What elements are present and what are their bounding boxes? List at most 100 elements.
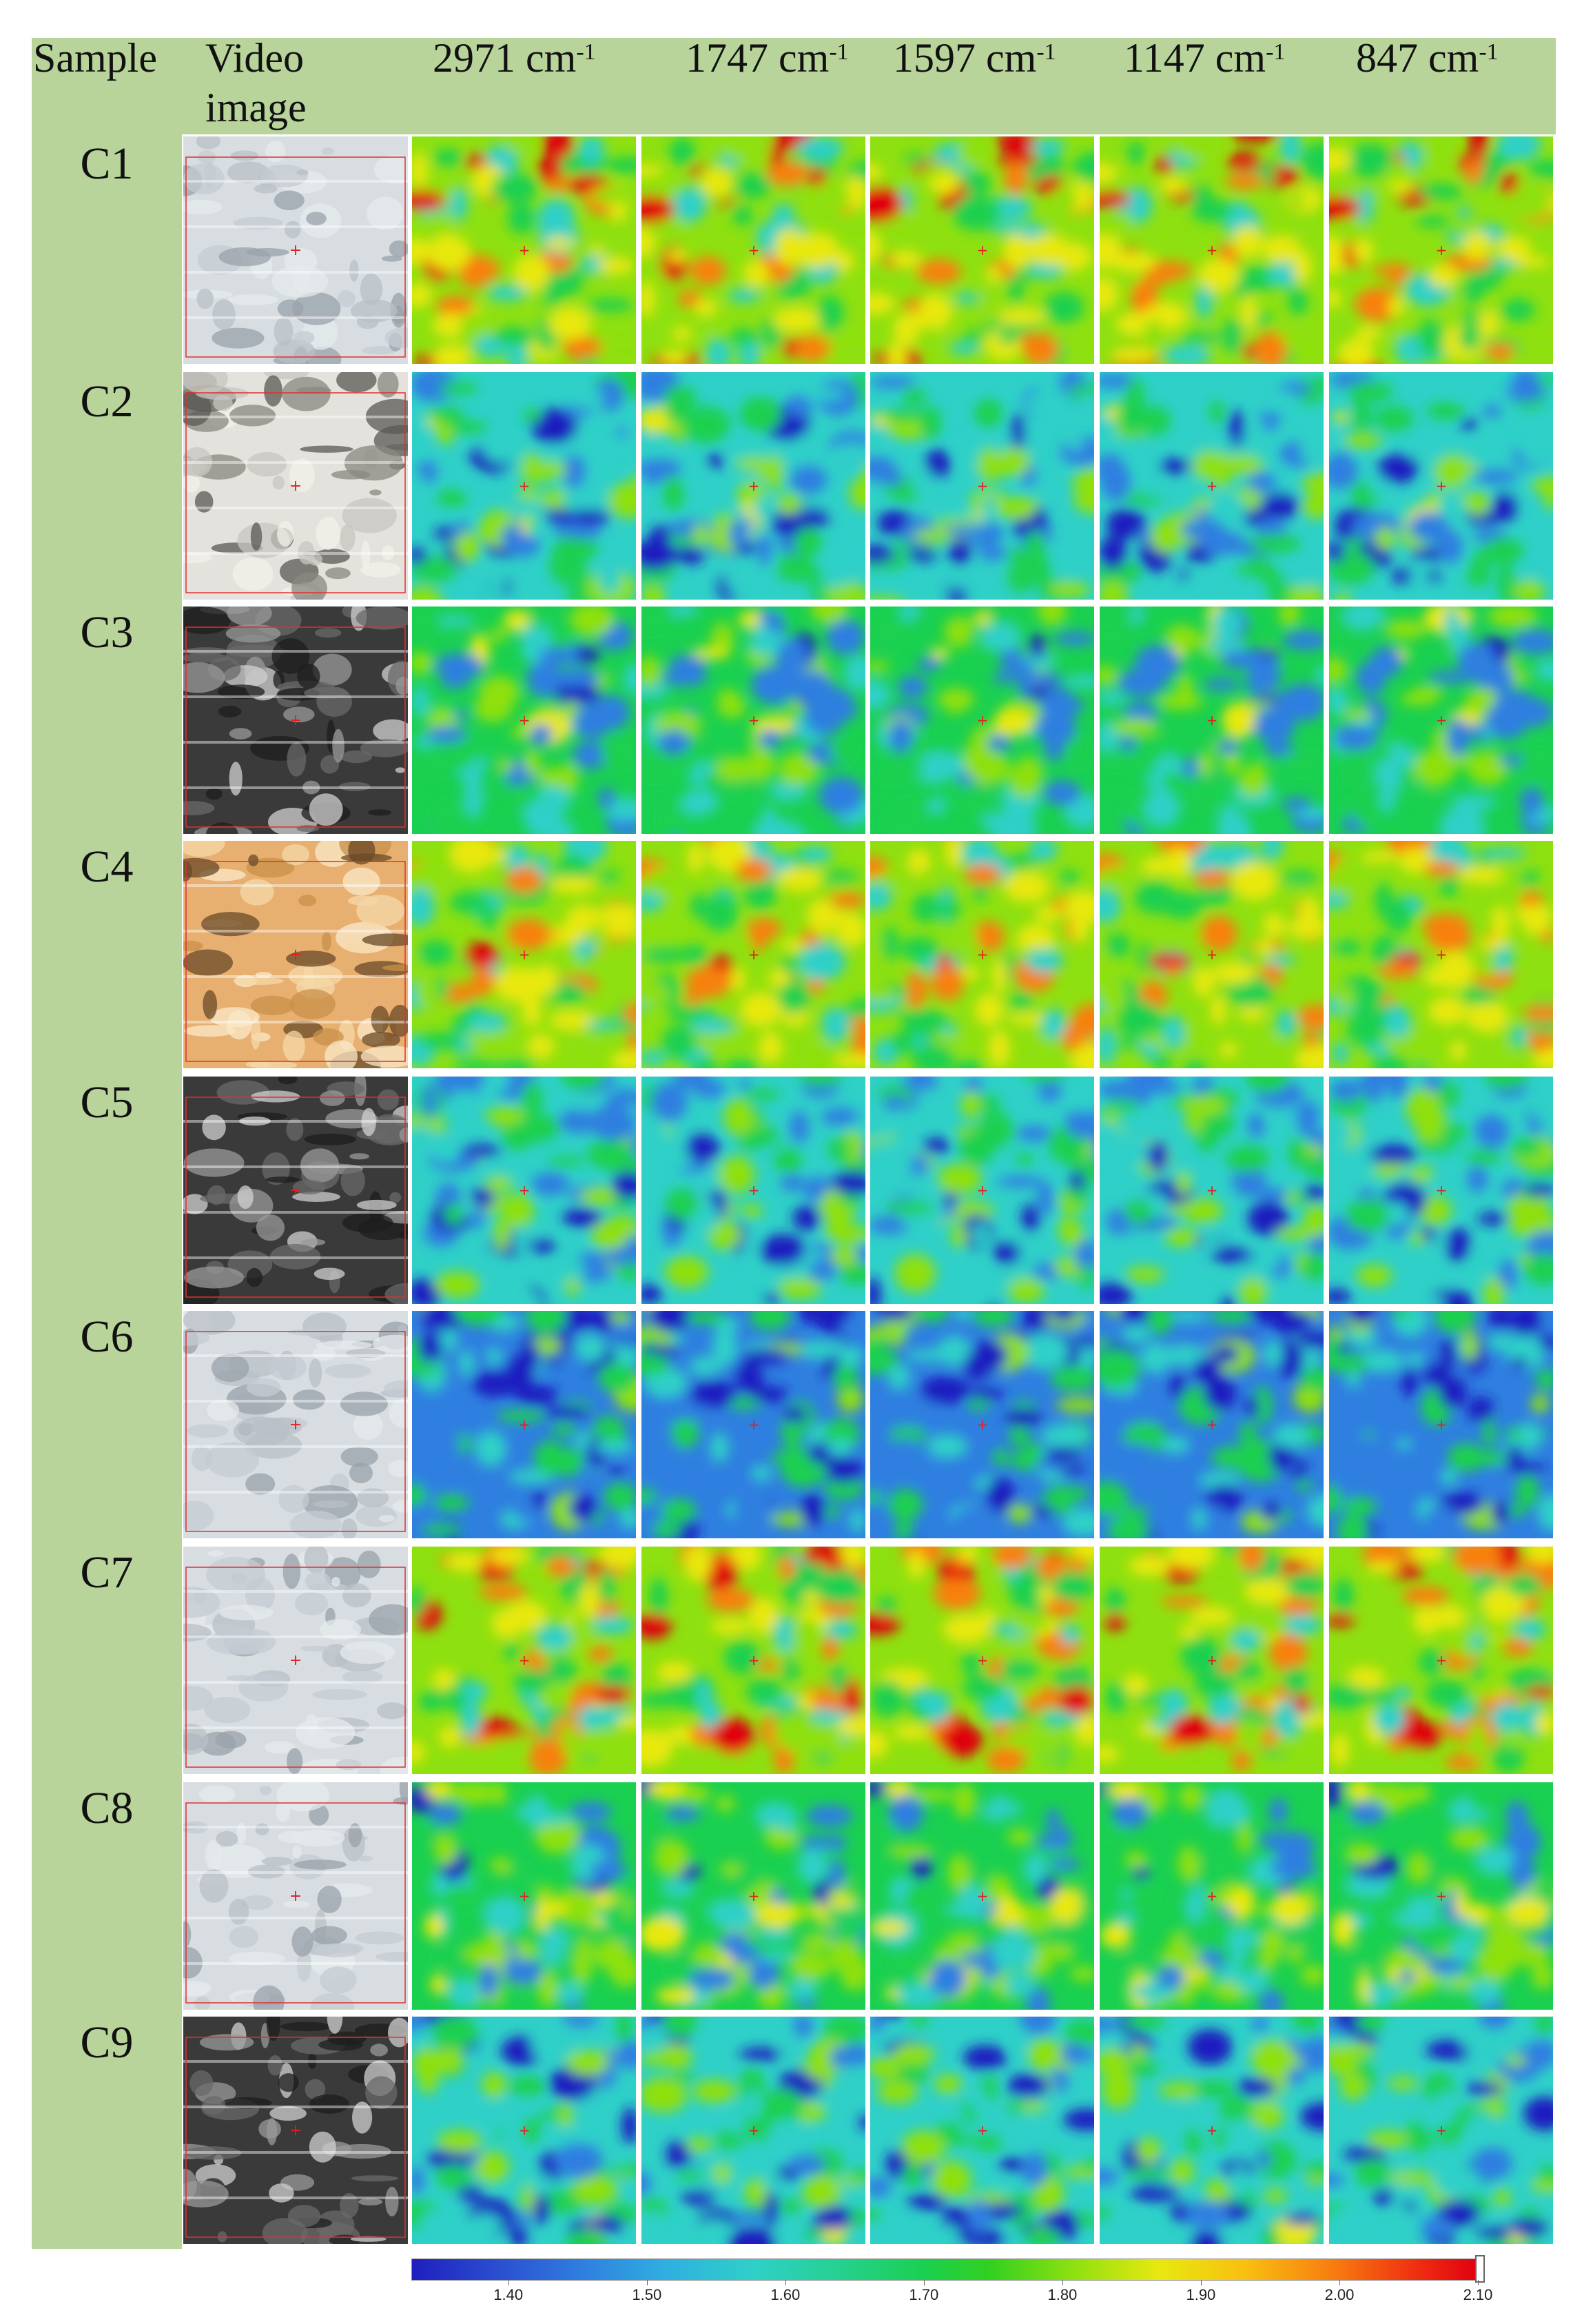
chemical-map-c1-1147: + — [1100, 136, 1324, 364]
svg-text:+: + — [519, 1888, 531, 1904]
chemical-map-c6-1747: + — [641, 1311, 865, 1538]
wavenumber-value: 1597 — [893, 35, 986, 81]
wavenumber-value: 847 — [1356, 35, 1428, 81]
sample-label-c9: C9 — [80, 2017, 134, 2068]
chemical-map-c9-1597: + — [870, 2017, 1094, 2244]
svg-text:+: + — [289, 1888, 302, 1905]
chemical-map-c6-2971: + — [412, 1311, 636, 1538]
colorbar-tick-mark — [923, 2280, 925, 2285]
chemical-map-c8-1747: + — [641, 1782, 865, 2010]
colorbar-gradient — [412, 2259, 1479, 2280]
chemical-map-c8-2971: + — [412, 1782, 636, 2010]
chemical-map-c4-847: + — [1329, 841, 1553, 1068]
svg-text:+: + — [1436, 1416, 1448, 1433]
svg-text:+: + — [289, 1182, 302, 1199]
chemical-map-c6-1597: + — [870, 1311, 1094, 1538]
colorbar-tick-label: 1.40 — [493, 2286, 524, 2303]
svg-text:+: + — [289, 712, 302, 729]
svg-text:+: + — [977, 946, 989, 963]
chemical-map-c2-847: + — [1329, 372, 1553, 600]
colorbar-slider-handle[interactable] — [1475, 2255, 1485, 2283]
colorbar-tick-label: 1.60 — [770, 2286, 801, 2303]
svg-text:+: + — [977, 1888, 989, 1904]
wavenumber-value: 2971 — [433, 35, 526, 81]
chemical-map-c2-1147: + — [1100, 372, 1324, 600]
svg-text:+: + — [748, 946, 760, 963]
svg-text:+: + — [977, 478, 989, 494]
svg-text:+: + — [977, 1182, 989, 1199]
wavenumber-unit-exponent: -1 — [1036, 39, 1056, 65]
sample-label-c5: C5 — [80, 1077, 134, 1128]
video-image-c2: + — [183, 372, 408, 600]
chemical-map-c7-1147: + — [1100, 1547, 1324, 1774]
video-image-c3: + — [183, 607, 408, 834]
chemical-map-c3-847: + — [1329, 607, 1553, 834]
sample-label-c8: C8 — [80, 1783, 134, 1833]
chemical-map-c9-847: + — [1329, 2017, 1553, 2244]
header-video-line1: Video — [205, 35, 305, 81]
chemical-map-c3-2971: + — [412, 607, 636, 834]
svg-text:+: + — [519, 946, 531, 963]
svg-text:+: + — [748, 478, 760, 494]
sample-label-c6: C6 — [80, 1312, 134, 1362]
header-wavenumber-1597: 1597 cm-1 — [893, 36, 1056, 80]
svg-text:+: + — [519, 1416, 531, 1433]
chemical-map-c2-1747: + — [641, 372, 865, 600]
svg-text:+: + — [519, 1652, 531, 1669]
header-wavenumber-1747: 1747 cm-1 — [686, 36, 849, 80]
colorbar-tick-mark — [1200, 2280, 1202, 2285]
svg-text:+: + — [1206, 946, 1218, 963]
wavenumber-unit-exponent: -1 — [1479, 39, 1499, 65]
header-wavenumber-847: 847 cm-1 — [1356, 36, 1499, 80]
svg-text:+: + — [748, 2122, 760, 2139]
chemical-map-c7-1747: + — [641, 1547, 865, 1774]
svg-text:+: + — [1436, 478, 1448, 494]
svg-text:+: + — [1206, 1888, 1218, 1904]
chemical-map-c9-1147: + — [1100, 2017, 1324, 2244]
sample-label-c3: C3 — [80, 607, 134, 658]
svg-text:+: + — [519, 712, 531, 728]
chemical-map-c5-1747: + — [641, 1077, 865, 1304]
chemical-map-c6-847: + — [1329, 1311, 1553, 1538]
colorbar-tick-label: 1.50 — [632, 2286, 662, 2303]
chemical-map-c1-2971: + — [412, 136, 636, 364]
chemical-map-c1-1747: + — [641, 136, 865, 364]
sample-label-c4: C4 — [80, 842, 134, 892]
chemical-map-c5-847: + — [1329, 1077, 1553, 1304]
chemical-map-c5-2971: + — [412, 1077, 636, 1304]
header-wavenumber-1147: 1147 cm-1 — [1124, 36, 1285, 80]
wavenumber-unit-exponent: -1 — [576, 39, 596, 65]
chemical-map-c7-2971: + — [412, 1547, 636, 1774]
svg-text:+: + — [1436, 1182, 1448, 1199]
wavenumber-unit: cm — [779, 35, 830, 81]
colorbar-tick-mark — [1339, 2280, 1340, 2285]
wavenumber-unit: cm — [986, 35, 1037, 81]
wavenumber-unit: cm — [526, 35, 577, 81]
video-image-c5: + — [183, 1077, 408, 1304]
chemical-map-c5-1597: + — [870, 1077, 1094, 1304]
svg-text:+: + — [1206, 712, 1218, 728]
svg-text:+: + — [977, 2122, 989, 2139]
svg-text:+: + — [289, 2122, 302, 2139]
svg-text:+: + — [519, 1182, 531, 1199]
chemical-map-c5-1147: + — [1100, 1077, 1324, 1304]
header-video-line2: image — [205, 85, 307, 130]
svg-text:+: + — [748, 242, 760, 258]
svg-text:+: + — [1436, 1888, 1448, 1904]
chemical-map-c8-1597: + — [870, 1782, 1094, 2010]
wavenumber-unit: cm — [1428, 35, 1479, 81]
colorbar-tick-label: 1.70 — [909, 2286, 939, 2303]
chemical-map-c7-847: + — [1329, 1547, 1553, 1774]
wavenumber-unit: cm — [1215, 35, 1266, 81]
video-image-c8: + — [183, 1782, 408, 2010]
colorbar-tick-mark — [1478, 2280, 1479, 2285]
video-image-c7: + — [183, 1547, 408, 1774]
video-image-c6: + — [183, 1311, 408, 1538]
colorbar-tick-mark — [646, 2280, 648, 2285]
chemical-map-c4-2971: + — [412, 841, 636, 1068]
colorbar-tick-mark — [508, 2280, 509, 2285]
chemical-map-c8-847: + — [1329, 1782, 1553, 2010]
svg-text:+: + — [1206, 1652, 1218, 1669]
header-sample: Sample — [33, 35, 157, 81]
chemical-map-c3-1747: + — [641, 607, 865, 834]
